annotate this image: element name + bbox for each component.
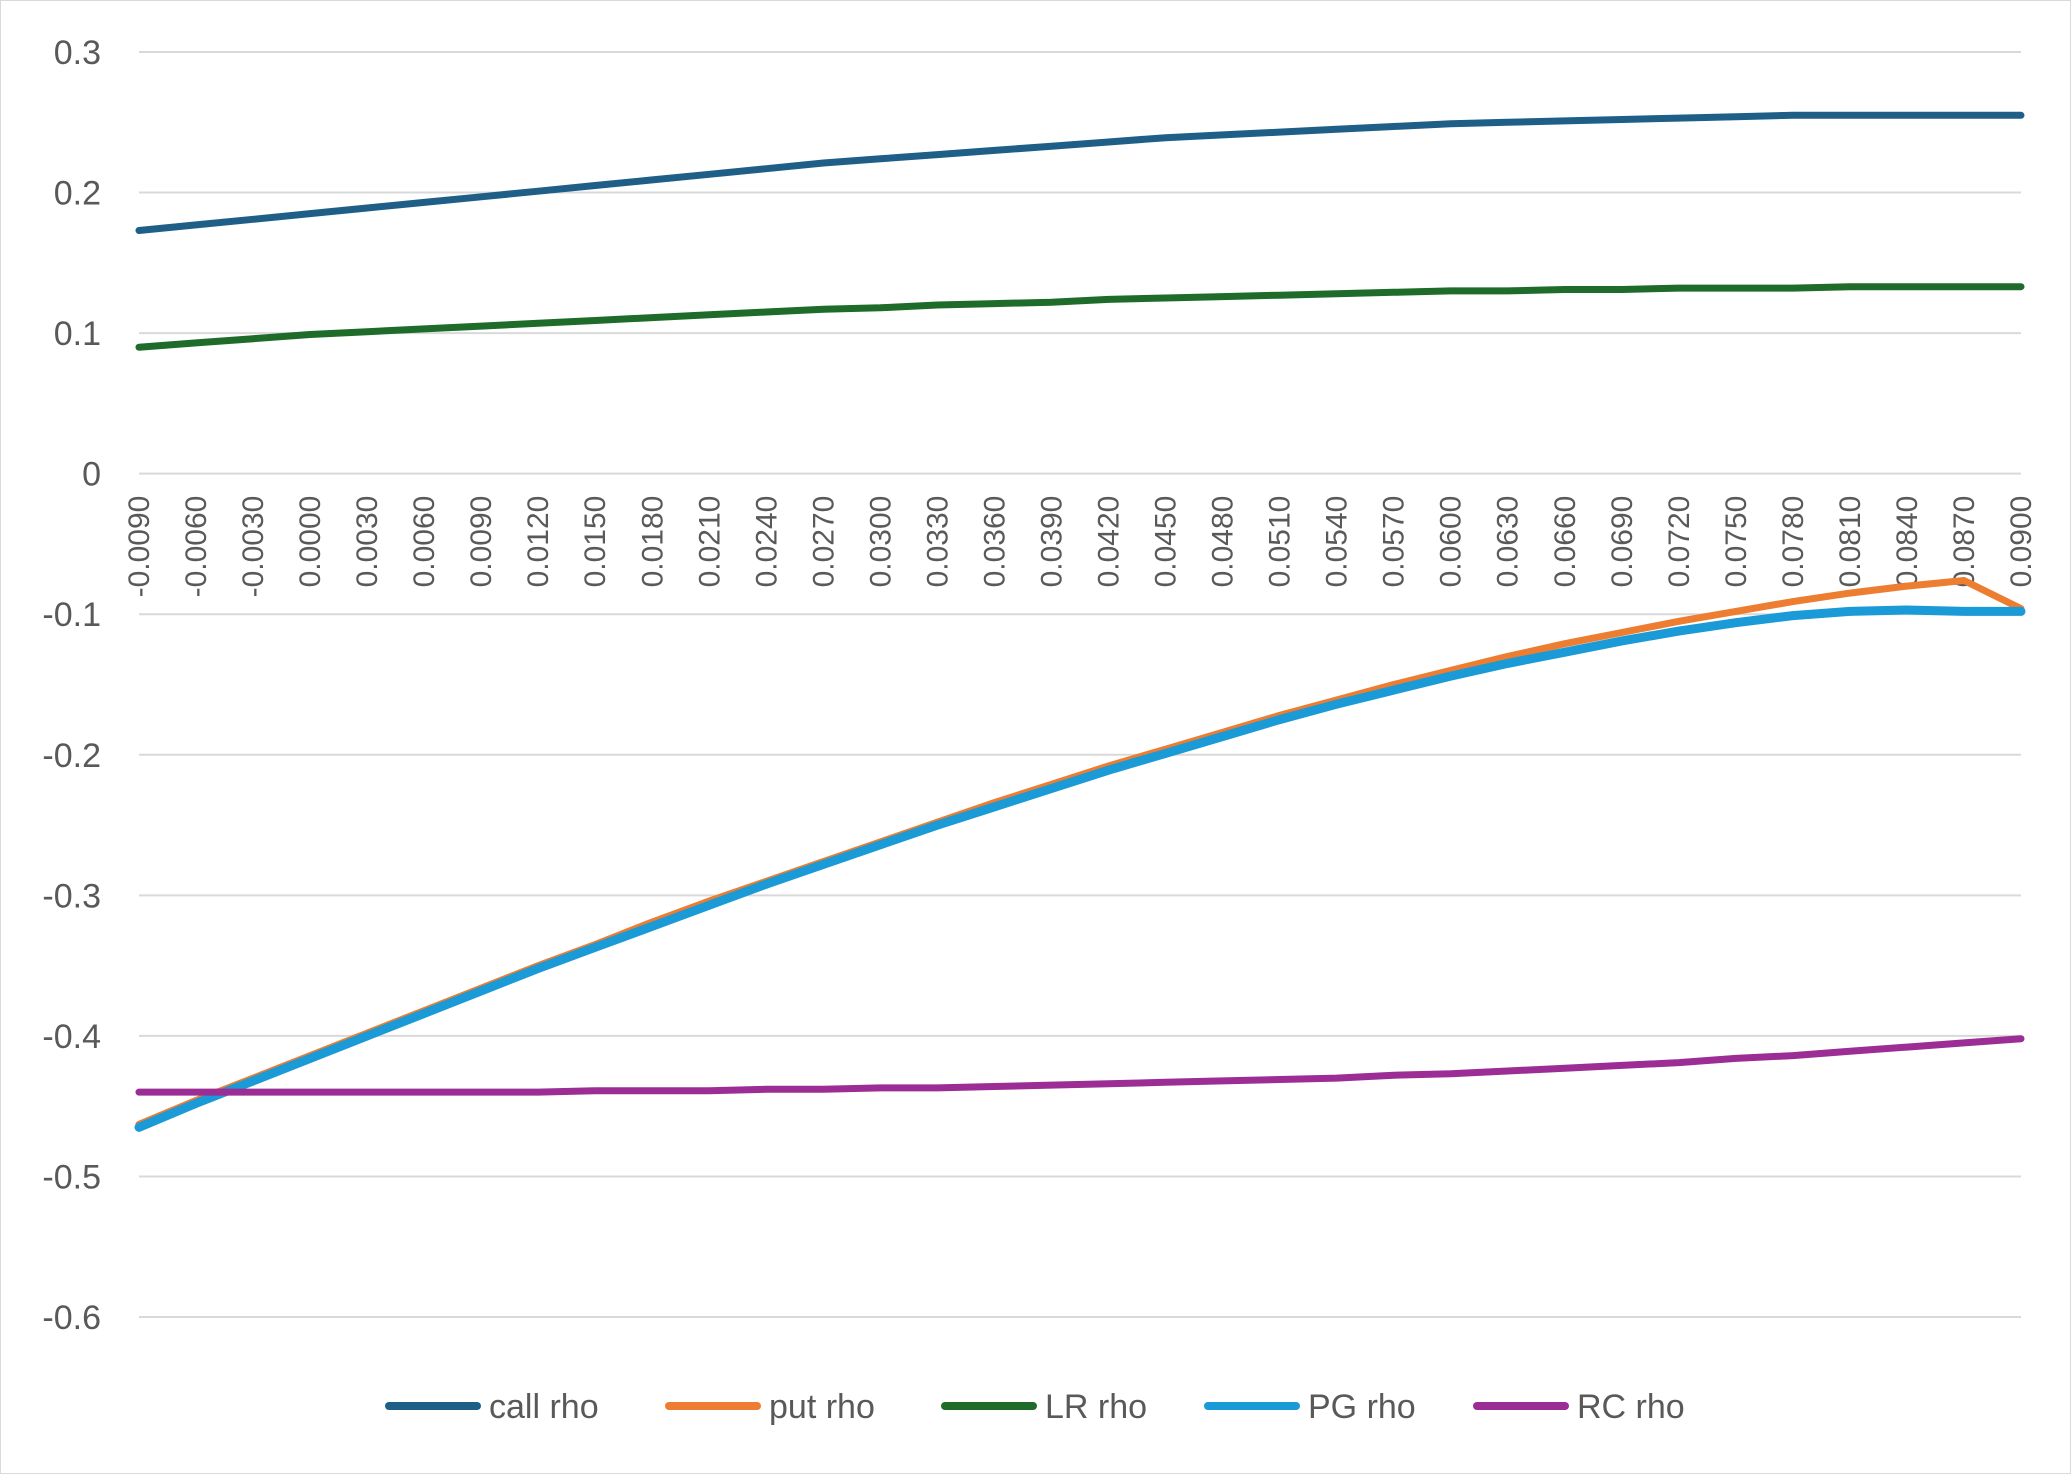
x-tick-label: 0.0870 — [1948, 496, 1981, 588]
y-tick-label: -0.2 — [42, 737, 101, 775]
y-axis-tick-labels: 0.3 0.2 0.1 0 -0.1 -0.2 -0.3 -0.4 -0.5 -0.6 — [42, 34, 101, 1337]
y-tick-label: -0.4 — [42, 1018, 101, 1056]
y-tick-label: 0.2 — [54, 175, 101, 213]
y-tick-label: -0.1 — [42, 596, 101, 634]
x-axis-tick-labels: -0.0090 -0.0060 -0.0030 0.0000 0.0030 0.0060 0… — [123, 496, 2038, 598]
series-line-lr-rho — [135, 283, 2025, 351]
x-tick-label: 0.0300 — [864, 496, 897, 588]
x-tick-label: 0.0360 — [978, 496, 1011, 588]
x-tick-label: 0.0330 — [921, 496, 954, 588]
x-tick-label: 0.0630 — [1492, 496, 1525, 588]
x-tick-label: 0.0270 — [807, 496, 840, 588]
x-tick-label: 0.0900 — [2005, 496, 2038, 588]
series-line-rc-rho — [135, 1035, 2025, 1096]
legend-label: put rho — [769, 1388, 875, 1426]
x-tick-label: 0.0030 — [351, 496, 384, 588]
x-tick-label: 0.0120 — [522, 496, 555, 588]
series-line-put-rho — [135, 577, 2025, 1128]
x-tick-label: 0.0060 — [408, 496, 441, 588]
x-tick-label: 0.0510 — [1264, 496, 1297, 588]
gridlines — [139, 51, 2021, 1318]
x-tick-label: 0.0000 — [294, 496, 327, 588]
x-tick-label: 0.0750 — [1720, 496, 1753, 588]
x-tick-label: 0.0420 — [1093, 496, 1126, 588]
x-tick-label: 0.0150 — [579, 496, 612, 588]
y-tick-label: 0.1 — [54, 315, 101, 353]
legend-label: LR rho — [1045, 1388, 1147, 1426]
x-tick-label: 0.0210 — [693, 496, 726, 588]
y-tick-label: 0 — [82, 456, 101, 494]
x-tick-label: -0.0030 — [237, 496, 270, 598]
y-tick-label: -0.6 — [42, 1299, 101, 1337]
x-tick-label: 0.0600 — [1435, 496, 1468, 588]
x-tick-label: 0.0450 — [1150, 496, 1183, 588]
legend-label: RC rho — [1577, 1388, 1685, 1426]
legend-label: PG rho — [1308, 1388, 1416, 1426]
legend-label: call rho — [489, 1388, 599, 1426]
x-tick-label: 0.0690 — [1606, 496, 1639, 588]
x-tick-label: 0.0480 — [1207, 496, 1240, 588]
x-tick-label: 0.0810 — [1834, 496, 1867, 588]
x-tick-label: -0.0060 — [180, 496, 213, 598]
x-tick-label: 0.0570 — [1378, 496, 1411, 588]
x-tick-label: 0.0540 — [1321, 496, 1354, 588]
x-tick-label: 0.0090 — [465, 496, 498, 588]
x-tick-label: -0.0090 — [123, 496, 156, 598]
legend: call rho put rho LR rho PG rho RC rho — [385, 1388, 1685, 1426]
y-tick-label: -0.3 — [42, 877, 101, 915]
series-line-call-rho — [135, 111, 2025, 234]
series-line-pg-rho — [134, 605, 2026, 1132]
y-tick-label: 0.3 — [54, 34, 101, 72]
x-tick-label: 0.0660 — [1549, 496, 1582, 588]
x-tick-label: 0.0720 — [1663, 496, 1696, 588]
x-tick-label: 0.0390 — [1035, 496, 1068, 588]
series-lines — [134, 111, 2026, 1132]
x-tick-label: 0.0840 — [1891, 496, 1924, 588]
y-tick-label: -0.5 — [42, 1158, 101, 1196]
x-tick-label: 0.0780 — [1777, 496, 1810, 588]
x-tick-label: 0.0180 — [636, 496, 669, 588]
x-tick-label: 0.0240 — [750, 496, 783, 588]
